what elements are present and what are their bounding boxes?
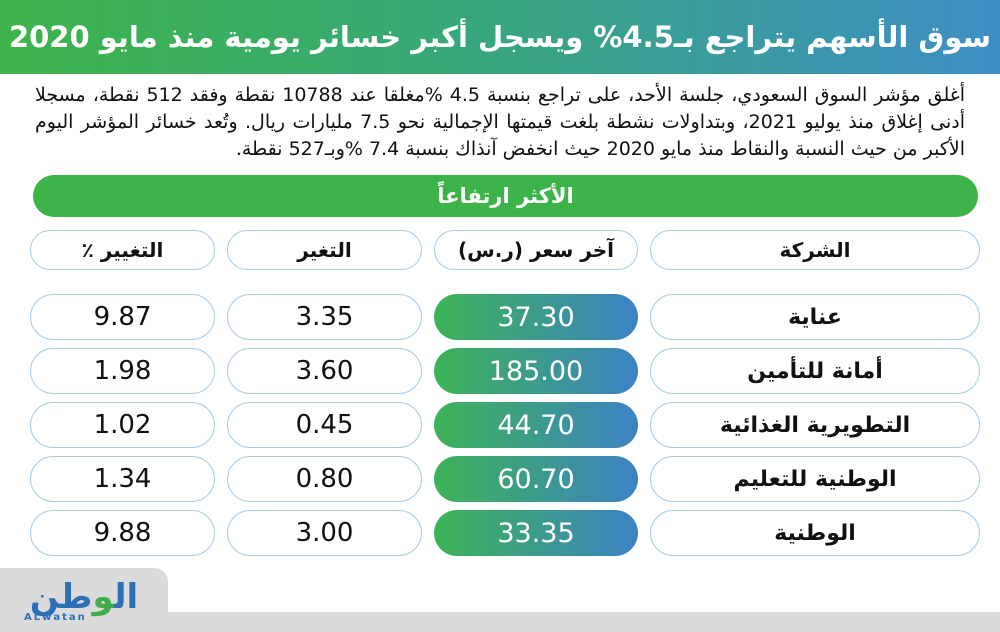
header-company: الشركة (650, 230, 980, 270)
company-cell: الوطنية للتعليم (650, 456, 980, 502)
last-price-cell: 60.70 (434, 456, 638, 502)
logo-segment: ال (113, 576, 139, 617)
table-row: التطويرية الغذائية 44.70 0.45 1.02 (30, 402, 980, 448)
table-row: عناية 37.30 3.35 9.87 (30, 294, 980, 340)
change-pct-cell: 9.88 (30, 510, 215, 556)
section-banner-top-gainers: الأكثر ارتفاعاً (33, 175, 978, 217)
company-cell: التطويرية الغذائية (650, 402, 980, 448)
alwatan-logo-arabic: الوطن (30, 580, 138, 614)
change-cell: 0.80 (227, 456, 422, 502)
company-cell: عناية (650, 294, 980, 340)
header-last-price: آخر سعر (ر.س) (434, 230, 638, 270)
section-banner-label: الأكثر ارتفاعاً (437, 184, 574, 208)
change-cell: 0.45 (227, 402, 422, 448)
gainers-table: الشركة آخر سعر (ر.س) التغير التغيير ٪ عن… (30, 230, 980, 564)
header-change: التغير (227, 230, 422, 270)
alwatan-logo-latin: ALwatan (24, 611, 87, 623)
logo-segment: طن (29, 576, 93, 617)
table-row: الوطنية للتعليم 60.70 0.80 1.34 (30, 456, 980, 502)
table-row: أمانة للتأمين 185.00 3.60 1.98 (30, 348, 980, 394)
masthead: سوق الأسهم يتراجع بـ4.5% ويسجل أكبر خسائ… (0, 0, 1000, 74)
last-price-cell: 33.35 (434, 510, 638, 556)
company-cell: الوطنية (650, 510, 980, 556)
change-pct-cell: 9.87 (30, 294, 215, 340)
change-pct-cell: 1.34 (30, 456, 215, 502)
header-change-pct: التغيير ٪ (30, 230, 215, 270)
table-header-row: الشركة آخر سعر (ر.س) التغير التغيير ٪ (30, 230, 980, 270)
change-cell: 3.00 (227, 510, 422, 556)
table-row: الوطنية 33.35 3.00 9.88 (30, 510, 980, 556)
footer-strip (0, 612, 1000, 632)
change-cell: 3.35 (227, 294, 422, 340)
company-cell: أمانة للتأمين (650, 348, 980, 394)
last-price-cell: 44.70 (434, 402, 638, 448)
intro-paragraph: أغلق مؤشر السوق السعودي، جلسة الأحد، على… (35, 84, 965, 160)
change-pct-cell: 1.98 (30, 348, 215, 394)
change-pct-cell: 1.02 (30, 402, 215, 448)
last-price-cell: 37.30 (434, 294, 638, 340)
last-price-cell: 185.00 (434, 348, 638, 394)
logo-segment-green: و (92, 576, 114, 617)
page-title: سوق الأسهم يتراجع بـ4.5% ويسجل أكبر خسائ… (8, 20, 992, 54)
alwatan-logo: الوطن ALwatan (0, 568, 168, 632)
change-cell: 3.60 (227, 348, 422, 394)
